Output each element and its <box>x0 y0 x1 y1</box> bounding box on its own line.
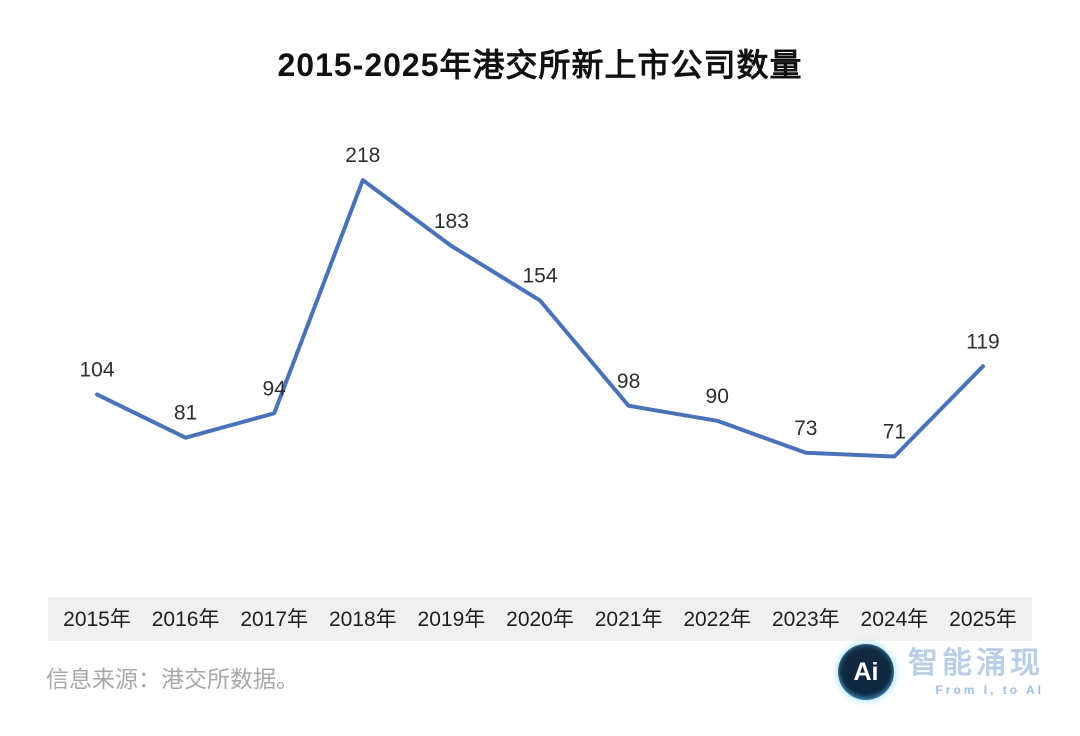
x-axis-label: 2021年 <box>595 608 663 631</box>
watermark-tagline: From I, to AI <box>935 683 1044 698</box>
data-label: 218 <box>345 144 380 167</box>
chart-line <box>95 178 985 459</box>
x-axis-label: 2023年 <box>772 608 840 631</box>
watermark: Ai 智能涌现 From I, to AI <box>838 644 1044 700</box>
x-axis-label: 2017年 <box>240 608 308 631</box>
x-axis-band <box>48 597 1032 641</box>
chart-title: 2015-2025年港交所新上市公司数量 <box>277 47 803 83</box>
data-label: 104 <box>79 358 114 381</box>
data-label: 73 <box>794 417 817 440</box>
x-axis-label: 2019年 <box>418 608 486 631</box>
data-label: 154 <box>522 264 557 287</box>
source-text: 信息来源：港交所数据。 <box>46 666 299 692</box>
data-label: 183 <box>434 210 469 233</box>
data-label: 90 <box>706 385 729 408</box>
watermark-logo-icon: Ai <box>838 644 894 700</box>
watermark-brand: 智能涌现 <box>908 646 1044 680</box>
data-label: 94 <box>263 377 287 400</box>
x-axis-label: 2015年 <box>63 608 131 631</box>
x-axis-label: 2025年 <box>949 608 1017 631</box>
x-axis-label: 2018年 <box>329 608 397 631</box>
watermark-text-block: 智能涌现 From I, to AI <box>908 647 1044 698</box>
data-label: 119 <box>966 330 999 353</box>
data-label: 71 <box>883 421 906 444</box>
data-label: 98 <box>617 370 640 393</box>
x-axis-label: 2022年 <box>683 608 751 631</box>
data-label: 81 <box>174 402 197 425</box>
x-axis-label: 2020年 <box>506 608 574 631</box>
x-axis-label: 2016年 <box>152 608 220 631</box>
x-axis-label: 2024年 <box>861 608 929 631</box>
